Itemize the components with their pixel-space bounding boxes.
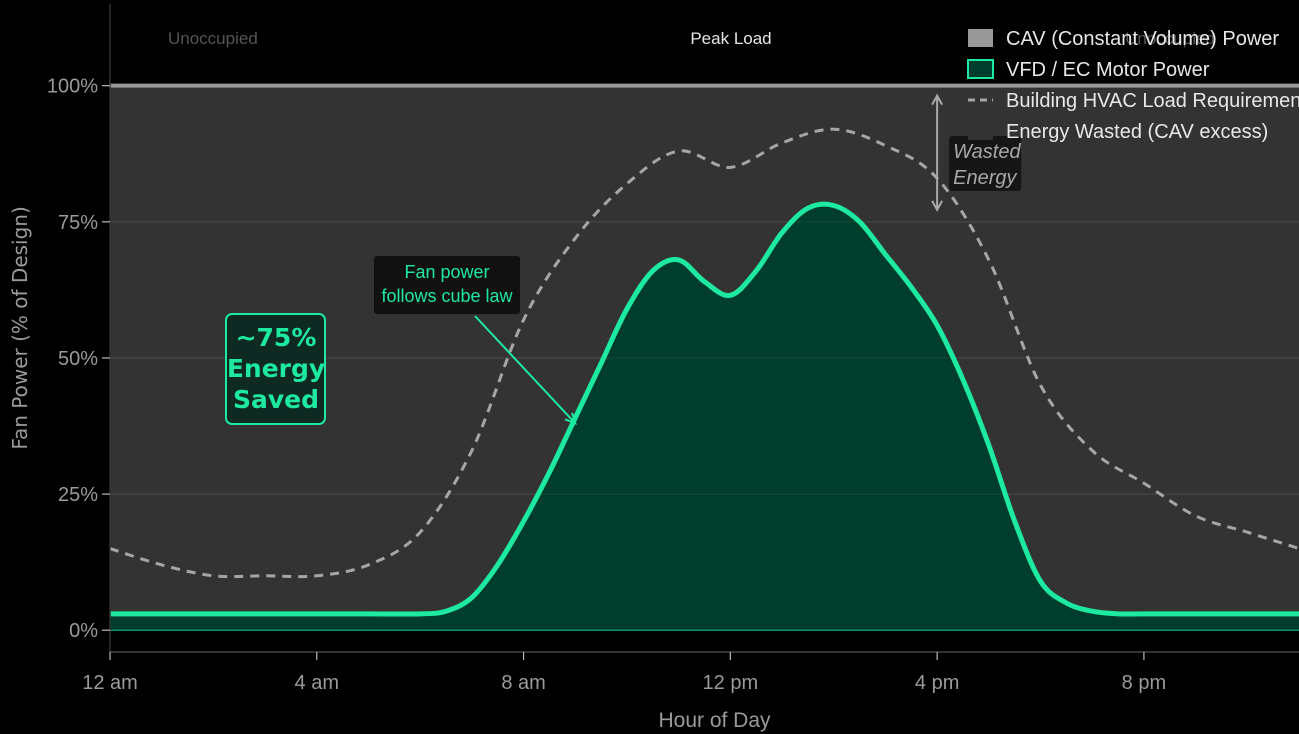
vfd-power-line [109, 201, 1299, 617]
y-axis-title: Fan Power (% of Design) [8, 206, 32, 449]
region-label: Peak Load [690, 29, 771, 48]
legend-label: Energy Wasted (CAV excess) [1006, 121, 1268, 143]
cube-law-callout-box [374, 256, 520, 314]
wasted-energy-label-box [949, 136, 1022, 191]
axes [109, 4, 1299, 653]
time-regions: Unoccupied Peak Load Unoccupied [168, 29, 1215, 48]
annotations: Wasted Energy Fan power follows cube law ~75… [225, 93, 1022, 425]
cube-law-arrow [474, 315, 576, 424]
legend-label: VFD / EC Motor Power [1006, 59, 1210, 81]
x-tick-label: 4 pm [915, 672, 959, 694]
legend-swatch [967, 59, 994, 79]
cube-law-arrowhead [564, 412, 577, 425]
y-tick-label: 0% [69, 620, 98, 642]
x-tick-label: 8 am [501, 672, 545, 694]
wasted-energy-label: Wasted Energy [953, 141, 1021, 189]
region-label: Unoccupied [1125, 29, 1215, 48]
hvac-load-line [109, 127, 1299, 579]
x-tick-label: 4 am [295, 672, 339, 694]
x-tick-label: 8 pm [1122, 672, 1166, 694]
x-axis-title: Hour of Day [658, 709, 771, 732]
cube-law-callout-text: Fan power follows cube law [381, 262, 513, 306]
tick-labels: 0% 25% 50% 75% 100% 12 am 4 am 8 am 12 pm 4 pm 8 p… [47, 76, 1166, 694]
arrowhead-down [931, 200, 944, 212]
x-tick-label: 12 am [82, 672, 138, 694]
region-label: Unoccupied [168, 29, 258, 48]
arrowhead-up [931, 93, 944, 106]
series-layer [109, 83, 1299, 631]
energy-saved-text: ~75% Energy Saved [227, 323, 325, 414]
y-tick-label: 25% [58, 484, 98, 506]
legend-swatch [968, 29, 993, 47]
legend: CAV (Constant Volume) Power VFD / EC Moto… [967, 28, 1299, 143]
energy-saved-badge [225, 313, 326, 425]
legend-swatch [968, 122, 993, 140]
y-tick-label: 75% [58, 212, 98, 234]
legend-label: Building HVAC Load Requirement [1006, 90, 1299, 112]
x-tick-label: 12 pm [703, 672, 759, 694]
legend-label: CAV (Constant Volume) Power [1006, 28, 1279, 50]
vfd-power-fill [110, 204, 1299, 631]
y-tick-label: 100% [47, 76, 98, 98]
y-tick-label: 50% [58, 348, 98, 370]
